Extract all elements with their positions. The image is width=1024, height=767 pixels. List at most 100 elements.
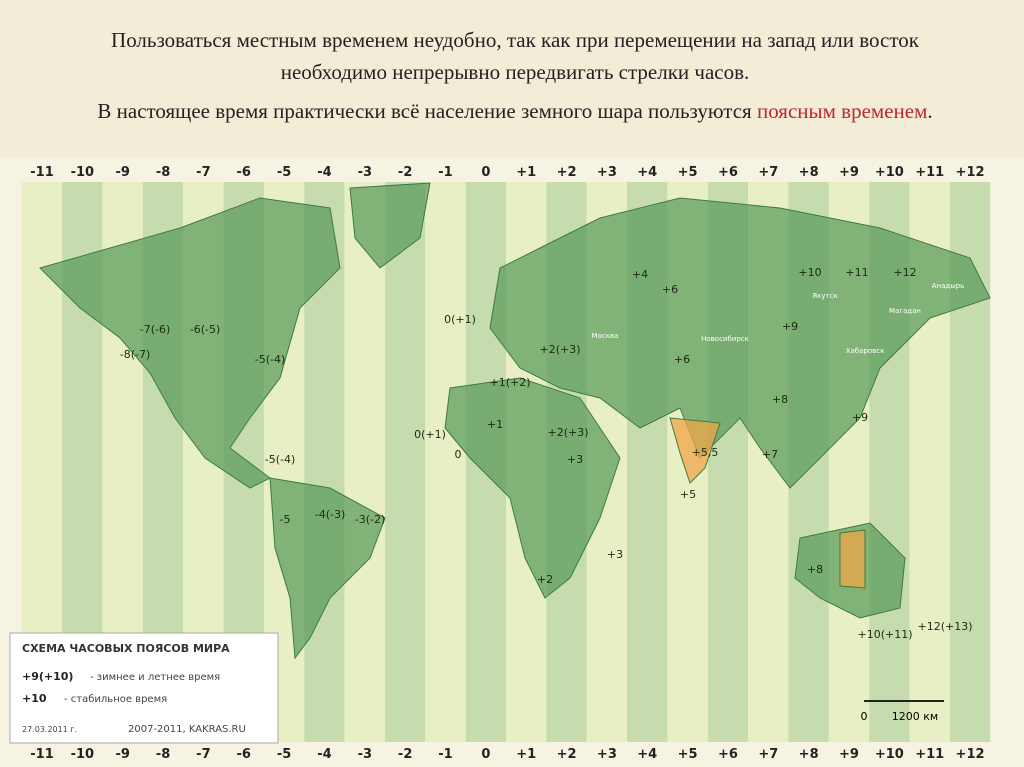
zone-label: +7 xyxy=(758,165,778,180)
zone-label: -3 xyxy=(358,747,372,762)
map-zone-label: +2(+3) xyxy=(547,426,588,439)
zone-label: -8 xyxy=(156,747,170,762)
zone-label: +12 xyxy=(956,165,985,180)
zone-label: +9 xyxy=(839,747,859,762)
legend-credit: 2007-2011, KAKRAS.RU xyxy=(128,724,246,735)
zone-label: -7 xyxy=(196,165,210,180)
zone-label: +9 xyxy=(839,165,859,180)
map-zone-label: +1(+2) xyxy=(489,376,530,389)
zone-label: +8 xyxy=(799,747,819,762)
zone-label: -1 xyxy=(438,165,452,180)
africa xyxy=(444,377,621,599)
zone-label: -4 xyxy=(317,165,331,180)
zone-label: -9 xyxy=(115,165,129,180)
map-zone-label: -5(-4) xyxy=(255,353,286,366)
australia-central xyxy=(839,529,866,589)
legend-key: +9(+10) xyxy=(22,670,73,683)
scale-label: 0 xyxy=(861,710,868,723)
map-zone-label: +6 xyxy=(674,353,690,366)
zone-label: +2 xyxy=(557,747,577,762)
slide-text: Пользоваться местным временем неудобно, … xyxy=(0,0,1024,158)
map-zone-label: -5 xyxy=(280,513,291,526)
legend-key: +10 xyxy=(22,692,47,705)
map-zone-label: +10(+11) xyxy=(857,628,912,641)
zone-label: -8 xyxy=(156,165,170,180)
highlight: поясным временем xyxy=(756,99,928,123)
legend-text: - стабильное время xyxy=(64,694,167,705)
map-zone-label: +5 xyxy=(680,488,696,501)
zone-label: +5 xyxy=(678,747,698,762)
map-zone-label: +3 xyxy=(567,453,583,466)
city-label: Магадан xyxy=(889,307,921,315)
zone-label: +4 xyxy=(637,165,657,180)
map-zone-label: -7(-6) xyxy=(140,323,171,336)
map-zone-label: +1 xyxy=(487,418,503,431)
zone-label: +7 xyxy=(758,747,778,762)
zone-label: -6 xyxy=(237,165,251,180)
zone-label: -2 xyxy=(398,747,412,762)
zone-label: -6 xyxy=(237,747,251,762)
map-zone-label: +9 xyxy=(782,320,798,333)
map-zone-label: +11 xyxy=(845,266,868,279)
legend-text: - зимнее и летнее время xyxy=(90,672,220,683)
zone-label: -5 xyxy=(277,747,291,762)
zone-label: +10 xyxy=(875,165,904,180)
map-zone-label: +7 xyxy=(762,448,778,461)
map-zone-label: -8(-7) xyxy=(120,348,151,361)
zone-band xyxy=(344,182,385,742)
scale-label: 1200 км xyxy=(892,710,938,723)
paragraph: Пользоваться местным временем неудобно, … xyxy=(111,28,919,84)
paragraph-end: . xyxy=(927,99,933,123)
india xyxy=(669,417,721,484)
map-zone-label: +4 xyxy=(632,268,648,281)
map-zone-label: +12(+13) xyxy=(917,620,972,633)
zone-label: 0 xyxy=(481,165,490,180)
zone-label: +3 xyxy=(597,747,617,762)
zone-label: +6 xyxy=(718,747,738,762)
map-zone-label: +5,5 xyxy=(692,446,719,459)
map-zone-label: -6(-5) xyxy=(190,323,221,336)
map-zone-label: +8 xyxy=(807,563,823,576)
map-zone-label: 0(+1) xyxy=(444,313,476,326)
city-label: Хабаровск xyxy=(846,347,885,355)
zone-label: -5 xyxy=(277,165,291,180)
scale-bar: 0 1200 км xyxy=(861,700,944,723)
legend: СХЕМА ЧАСОВЫХ ПОЯСОВ МИРА +9(+10) - зимн… xyxy=(9,632,279,744)
time-zone-map: -7(-6) -6(-5) -8(-7) -5(-4) -5(-4) -5 -4(-3) -3… xyxy=(0,158,1024,767)
zone-label: +12 xyxy=(956,747,985,762)
zone-label: -7 xyxy=(196,747,210,762)
map-zone-label: -3(-2) xyxy=(355,513,386,526)
zone-label: +2 xyxy=(557,165,577,180)
zone-band xyxy=(425,182,466,742)
zone-label: +10 xyxy=(875,747,904,762)
map-zone-label: 0 xyxy=(455,448,462,461)
map-zone-label: +3 xyxy=(607,548,623,561)
legend-date: 27.03.2011 г. xyxy=(22,725,77,734)
south-america xyxy=(269,477,386,660)
zone-band xyxy=(384,182,426,742)
city-label: Анадырь xyxy=(932,282,965,290)
city-label: Москва xyxy=(592,332,619,340)
zone-label: -10 xyxy=(71,165,95,180)
map-zone-label: +12 xyxy=(893,266,916,279)
city-label: Якутск xyxy=(812,292,837,300)
map-zone-label: +2(+3) xyxy=(539,343,580,356)
map-zone-label: -5(-4) xyxy=(265,453,296,466)
zone-label: +1 xyxy=(516,747,536,762)
zone-label: -2 xyxy=(398,165,412,180)
legend-box xyxy=(9,632,279,744)
zone-label: -11 xyxy=(30,747,54,762)
city-label: Новосибирск xyxy=(701,335,749,343)
map-zone-label: -4(-3) xyxy=(315,508,346,521)
map-zone-label: +10 xyxy=(798,266,821,279)
zone-label: +6 xyxy=(718,165,738,180)
map-zone-label: +6 xyxy=(662,283,678,296)
map-zone-label: +2 xyxy=(537,573,553,586)
paragraph: В настоящее время практически всё населе… xyxy=(60,95,970,127)
zone-label: +4 xyxy=(637,747,657,762)
zone-label: +11 xyxy=(915,747,944,762)
map-zone-label: +9 xyxy=(852,411,868,424)
zone-label: -1 xyxy=(438,747,452,762)
eurasia xyxy=(489,197,991,489)
